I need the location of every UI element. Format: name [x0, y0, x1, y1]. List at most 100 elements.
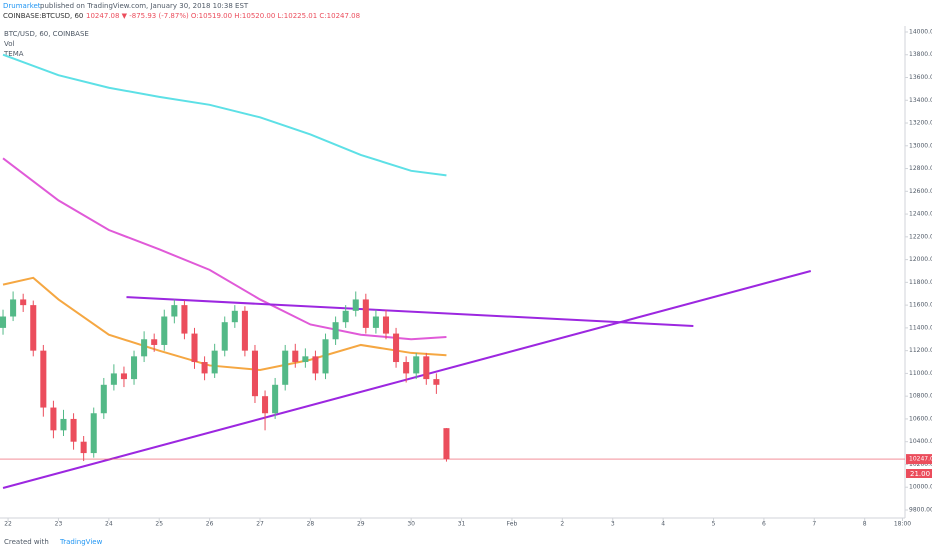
candle-body [231, 310, 238, 323]
y-tick-label: 12400.00 [909, 211, 932, 218]
quote: 10247.08 ▼ -875.93 (-7.87%) O:10519.00 H… [86, 12, 360, 20]
x-tick-label: 27 [256, 521, 264, 528]
candle-body [110, 373, 117, 385]
candle-body [221, 322, 228, 351]
candle-body [332, 322, 339, 340]
plot-area [0, 53, 812, 489]
candle-body [322, 339, 329, 374]
y-tick-label: 12800.00 [909, 165, 932, 172]
candle-body [393, 333, 400, 363]
candle-body [70, 418, 77, 442]
volume-label-box [906, 469, 932, 478]
candle-body [161, 316, 168, 345]
symbol: COINBASE:BTCUSD, 60 [3, 12, 83, 20]
footer-created: Created with [4, 538, 49, 546]
y-tick-label: 14000.00 [909, 28, 932, 35]
candle-body [201, 362, 208, 374]
x-tick-label: 4 [661, 521, 665, 528]
candle-body [413, 356, 420, 374]
y-tick-label: 9800.00 [909, 506, 932, 513]
candle-body [151, 339, 158, 345]
indicator-line [2, 53, 447, 177]
y-tick-label: 12000.00 [909, 256, 932, 263]
legend-volume: Vol [4, 40, 15, 48]
candle-body [181, 305, 188, 334]
candle-body [10, 299, 17, 317]
candle-body [0, 316, 7, 328]
candle-body [251, 350, 258, 397]
candle-body [20, 299, 27, 306]
candle-body [30, 305, 37, 351]
legend-symbol: BTC/USD, 60, COINBASE [4, 30, 89, 38]
indicator-line [2, 270, 812, 489]
y-tick-label: 10000.00 [909, 484, 932, 491]
author[interactable]: Drumarket [3, 2, 41, 10]
indicator-line [2, 276, 447, 372]
candle-body [423, 356, 430, 380]
x-tick-label: 24 [105, 521, 113, 528]
y-tick-label: 12200.00 [909, 233, 932, 240]
x-tick-label: 31 [458, 521, 466, 528]
y-tick-label: 10800.00 [909, 393, 932, 400]
candle-body [100, 384, 107, 414]
y-tick-label: 12600.00 [909, 188, 932, 195]
candle-body [282, 350, 289, 385]
candle-body [141, 339, 148, 357]
y-tick-label: 11400.00 [909, 324, 932, 331]
candle-body [292, 350, 299, 363]
candle-body [191, 333, 198, 363]
volume-label: 21.00 [910, 470, 930, 478]
x-tick-label: 28 [307, 521, 315, 528]
last-price-box [906, 454, 932, 465]
candle-body [352, 299, 359, 311]
y-tick-label: 13600.00 [909, 74, 932, 81]
candle-body [302, 356, 309, 363]
legend-tema: TEMA [3, 50, 24, 58]
candle-body [312, 356, 319, 374]
y-tick-label: 13800.00 [909, 51, 932, 58]
x-tick-label: 30 [407, 521, 415, 528]
candle-body [382, 316, 390, 334]
footer-brand[interactable]: TradingView [59, 538, 103, 546]
candle-body [241, 310, 248, 351]
x-tick-label: 2 [560, 521, 564, 528]
candle-body [403, 362, 410, 374]
y-tick-label: 13200.00 [909, 120, 932, 127]
y-tick-label: 11800.00 [909, 279, 932, 286]
candle-body [50, 407, 57, 431]
candle-body [60, 418, 67, 431]
candle-body [272, 384, 279, 414]
x-tick-label: 26 [206, 521, 214, 528]
y-tick-label: 11200.00 [909, 347, 932, 354]
x-tick-label: 7 [812, 521, 816, 528]
candle-body [342, 310, 349, 323]
y-tick-label: 11000.00 [909, 370, 932, 377]
indicator-line [126, 296, 694, 327]
candle-body [443, 428, 450, 460]
y-tick-label: 11600.00 [909, 302, 932, 309]
y-tick-label: 10200.00 [909, 461, 932, 468]
candle-body [90, 413, 97, 454]
candle-body [171, 305, 178, 317]
published: published on TradingView.com, January 30… [40, 2, 249, 10]
x-tick-label: 5 [712, 521, 716, 528]
y-tick-label: 13400.00 [909, 97, 932, 104]
x-tick-label: 6 [762, 521, 766, 528]
candle-body [120, 373, 127, 380]
candle-body [40, 350, 47, 408]
candle-body [372, 316, 379, 328]
candle-body [131, 356, 138, 380]
candle-body [80, 441, 87, 454]
x-tick-label: 25 [155, 521, 163, 528]
candle-body [262, 396, 269, 414]
candle-body [362, 299, 369, 328]
x-tick-label: 29 [357, 521, 365, 528]
y-tick-label: 13000.00 [909, 142, 932, 149]
candle-body [211, 350, 218, 374]
candle-body [433, 379, 440, 385]
x-tick-label: Feb [507, 521, 518, 528]
x-tick-label: 18:00 [894, 521, 911, 528]
